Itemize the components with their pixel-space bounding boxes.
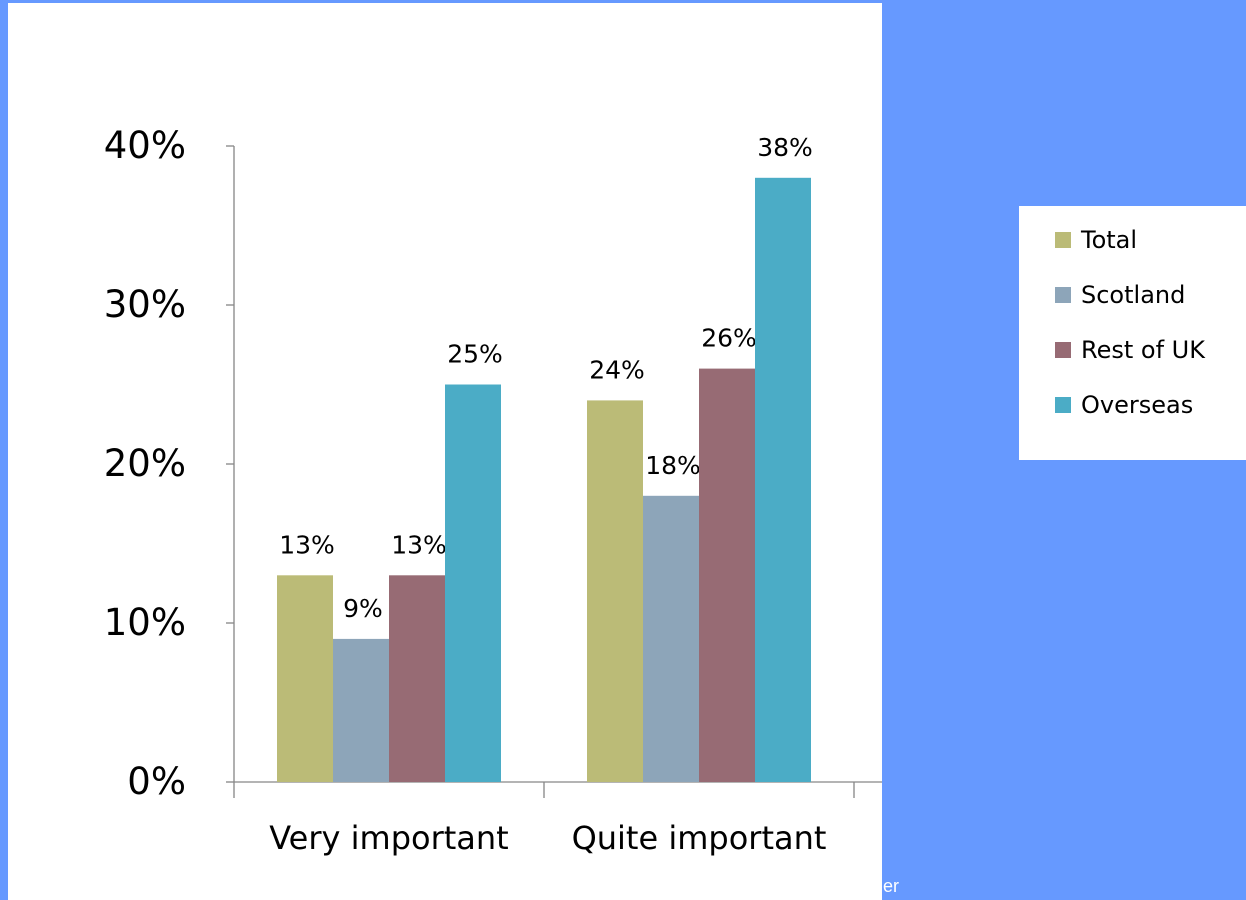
data-label: 9% (343, 594, 383, 623)
data-label: 24% (589, 355, 645, 384)
bar (755, 177, 811, 783)
legend-swatch (1055, 232, 1071, 248)
bar (587, 400, 643, 782)
legend-label: Total (1081, 226, 1138, 254)
bar-chart: 0% 10% 20% 30% 40% 13% 9% 13% 25% Very important 2… (104, 124, 882, 857)
legend-item: Overseas (1055, 391, 1194, 419)
legend-label: Rest of UK (1081, 336, 1205, 364)
data-label: 13% (391, 530, 447, 559)
legend-item: Rest of UK (1055, 336, 1205, 364)
edge-text-fragment: er (883, 876, 900, 896)
legend-label: Scotland (1081, 281, 1186, 309)
bar (699, 368, 755, 782)
y-tick-label: 30% (104, 283, 186, 326)
y-tick-label: 0% (127, 760, 186, 803)
legend: Total Scotland Rest of UK Overseas (1019, 206, 1246, 460)
legend-swatch (1055, 287, 1071, 303)
legend-swatch (1055, 397, 1071, 413)
legend-swatch (1055, 342, 1071, 358)
data-label: 26% (701, 324, 757, 353)
legend-item: Total (1055, 226, 1138, 254)
data-label: 18% (645, 451, 701, 480)
y-tick-label: 10% (104, 601, 186, 644)
bar (389, 575, 445, 782)
category-label: Quite important (572, 819, 827, 857)
chart-panel: 0% 10% 20% 30% 40% 13% 9% 13% 25% Very important 2… (8, 3, 882, 900)
y-tick-label: 20% (104, 442, 186, 485)
bar (277, 575, 333, 782)
bar (333, 638, 389, 782)
legend-label: Overseas (1081, 391, 1194, 419)
y-tick-label: 40% (104, 124, 186, 167)
data-label: 38% (757, 133, 813, 162)
data-label: 13% (279, 530, 335, 559)
legend-item: Scotland (1055, 281, 1186, 309)
data-label: 25% (447, 340, 503, 369)
bar (643, 495, 699, 782)
category-label: Very important (269, 819, 508, 857)
bar (445, 384, 501, 782)
